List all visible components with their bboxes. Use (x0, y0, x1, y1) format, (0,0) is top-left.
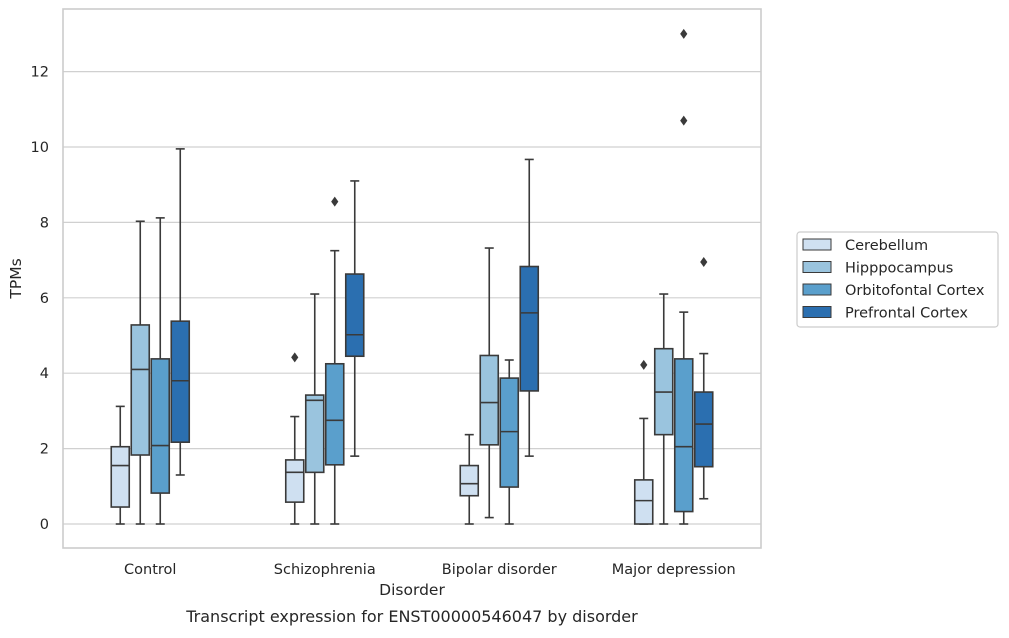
box-3-2 (673, 28, 694, 525)
x-tick-label: Schizophrenia (274, 562, 376, 578)
plot-area-frame (62, 8, 762, 549)
chart-caption: Transcript expression for ENST0000054604… (185, 607, 638, 626)
box-iqr (459, 464, 480, 497)
x-tick-label: Major depression (612, 562, 736, 578)
y-tick-label: 0 (40, 517, 49, 533)
box-iqr (499, 377, 520, 488)
outlier-point (680, 28, 688, 39)
box-iqr (673, 358, 694, 513)
box-2-1 (479, 247, 500, 519)
y-tick-label: 10 (31, 140, 49, 156)
box-1-1 (304, 293, 325, 525)
legend-frame (796, 231, 999, 328)
box-iqr (284, 459, 305, 503)
box-iqr (170, 320, 191, 443)
y-axis-label: TPMs (7, 258, 25, 299)
outlier-point (640, 359, 648, 370)
box-1-3 (344, 180, 365, 457)
y-tick-label: 4 (40, 366, 49, 382)
box-iqr (304, 394, 325, 474)
box-iqr (693, 391, 714, 468)
box-2-3 (519, 158, 540, 457)
box-iqr (633, 479, 654, 525)
legend-swatch (802, 306, 832, 318)
box-0-3 (170, 148, 191, 476)
box-2-2 (499, 359, 520, 525)
box-3-0 (633, 359, 654, 525)
box-iqr (344, 273, 365, 358)
box-iqr (479, 354, 500, 446)
box-0-0 (110, 405, 131, 525)
outlier-point (680, 115, 688, 126)
x-axis-ticks: Control Schizophrenia Bipolar disorder Majo… (124, 562, 736, 578)
box-iqr (150, 358, 171, 494)
box-2-0 (459, 433, 480, 525)
outlier-point (331, 196, 339, 207)
y-tick-label: 6 (40, 291, 49, 307)
legend-label: Hipppocampus (845, 261, 953, 277)
y-tick-label: 2 (40, 442, 49, 458)
box-0-1 (130, 220, 151, 525)
y-axis-ticks: 0 2 4 6 8 10 12 (31, 65, 49, 533)
y-tick-label: 8 (40, 215, 49, 231)
legend-swatch (802, 261, 832, 273)
box-1-0 (284, 352, 305, 525)
legend-label: Orbitofontal Cortex (845, 283, 985, 299)
box-0-2 (150, 217, 171, 525)
legend: Cerebellum Hipppocampus Orbitofontal Corte… (796, 231, 999, 328)
outlier-point (291, 352, 299, 363)
box-3-3 (693, 256, 714, 500)
box-3-1 (653, 293, 674, 525)
box-iqr (324, 362, 345, 466)
outlier-point (700, 256, 708, 267)
x-tick-label: Bipolar disorder (442, 562, 557, 578)
legend-swatch (802, 238, 832, 251)
legend-swatch (802, 283, 832, 296)
box-1-2 (324, 196, 345, 525)
box-iqr (110, 445, 131, 508)
box-iqr (130, 324, 151, 456)
x-axis-label: Disorder (379, 581, 445, 599)
box-iqr (519, 265, 540, 392)
x-tick-label: Control (124, 562, 176, 578)
boxes (110, 28, 714, 525)
legend-label: Cerebellum (845, 238, 928, 254)
legend-label: Prefrontal Cortex (845, 306, 968, 322)
y-tick-label: 12 (31, 65, 49, 81)
